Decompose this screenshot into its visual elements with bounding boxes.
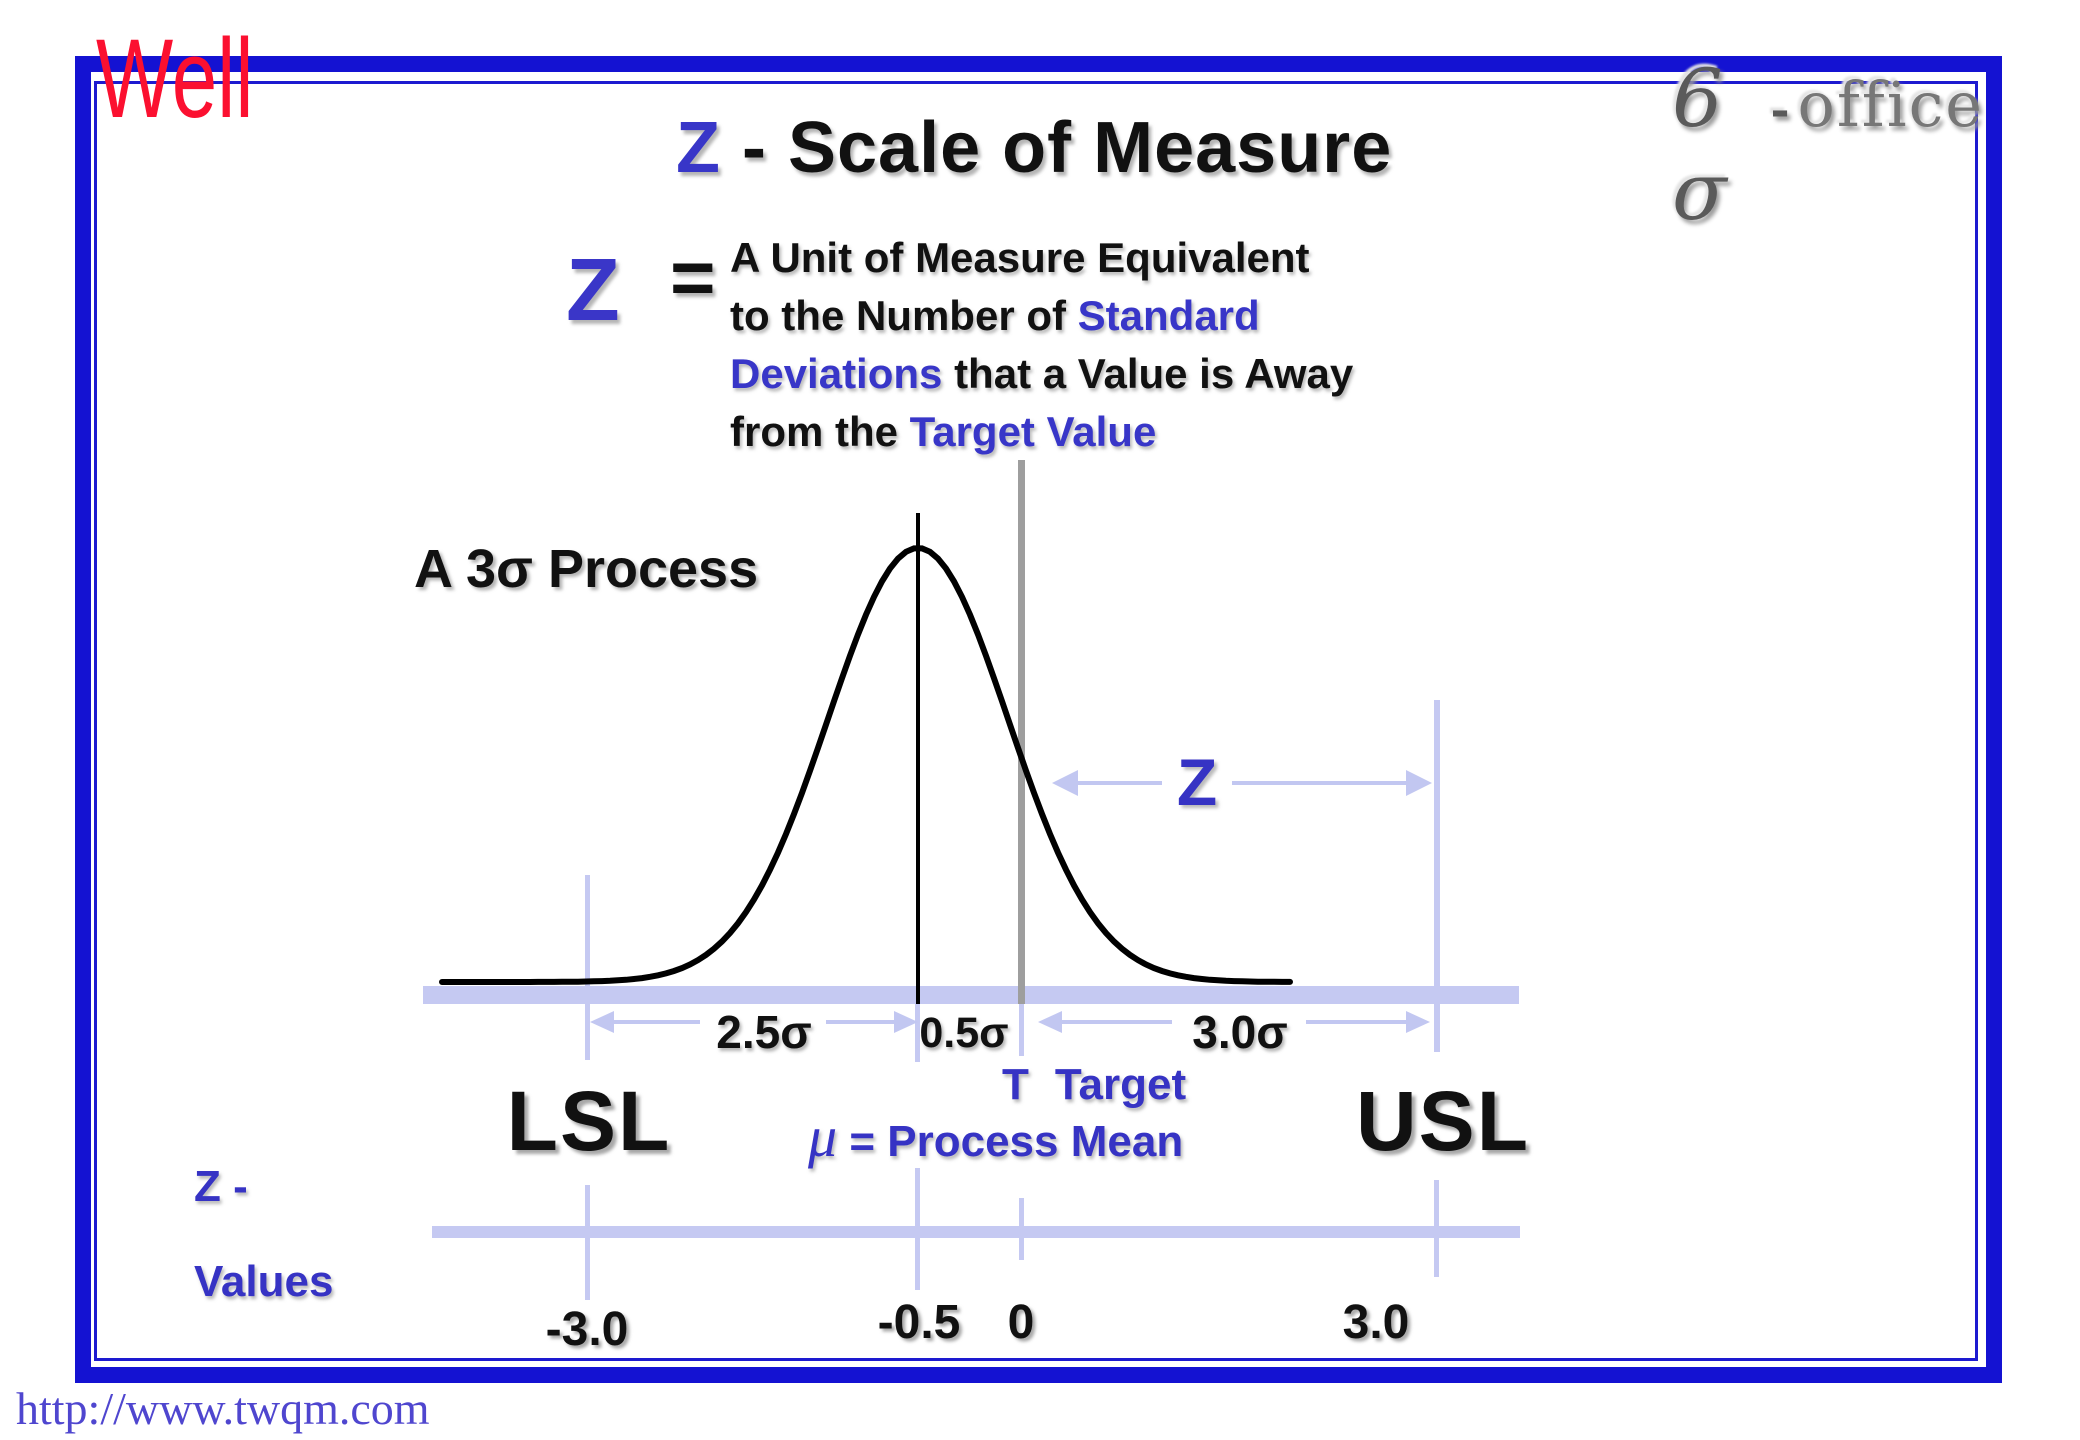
target-dimension-tick: [1019, 1004, 1024, 1056]
z-tick-neg05: [915, 1168, 920, 1290]
bell-curve: [439, 545, 1293, 985]
target-line: [1018, 460, 1025, 1004]
definition-standard: Standard: [1077, 292, 1260, 339]
dim-arrow-target-to-usl: [1038, 1011, 1430, 1033]
target-word: Target: [1054, 1060, 1187, 1109]
z-value-axis: [432, 1226, 1520, 1238]
title-z: Z: [676, 108, 721, 188]
definition-equals-sign: =: [670, 233, 716, 321]
usl-label: USL: [1356, 1074, 1530, 1168]
dim-arrow-lsl-to-mean: [590, 1011, 918, 1033]
definition-target-value: Target Value: [909, 408, 1157, 455]
z-values-caption-line1: Z -: [194, 1162, 248, 1211]
process-mean-label: μ = Process Mean: [808, 1108, 1183, 1166]
process-label: A 3σ Process: [414, 539, 759, 599]
corner-note: Well: [96, 16, 254, 141]
z-value-zero: 0: [1007, 1296, 1035, 1349]
z-tick-neg3: [585, 1185, 590, 1300]
definition-paragraph: A Unit of Measure Equivalent to the Numb…: [730, 229, 1530, 461]
mu-symbol: μ: [808, 1104, 838, 1169]
dim-label-lsl-to-mean: 2.5σ: [716, 1006, 812, 1058]
z-arrowhead-right-icon: [1406, 770, 1432, 796]
mu-text: = Process Mean: [837, 1117, 1184, 1166]
definition-line4a: from the: [730, 408, 910, 455]
z-arrow-label: Z: [1176, 745, 1218, 819]
definition-deviations: Deviations: [730, 350, 943, 397]
mean-dimension-tick: [915, 1004, 920, 1062]
z-tick-zero: [1019, 1198, 1024, 1260]
baseline: [423, 986, 1519, 1004]
lsl-tick: [585, 875, 590, 1060]
dim-arrowhead-right-icon: [894, 1011, 918, 1033]
dim-label-target-to-usl: 3.0σ: [1192, 1006, 1288, 1058]
dim-arrowhead-left-icon: [590, 1011, 614, 1033]
definition-line2a: to the Number of: [730, 292, 1078, 339]
logo-office: office: [1797, 68, 1984, 141]
z-value-neg3: -3.0: [545, 1303, 629, 1356]
logo-six-sigma: 6 σ: [1672, 52, 1733, 238]
footer-url-link[interactable]: http://www.twqm.com: [16, 1383, 430, 1434]
target-label: T Target: [1002, 1063, 1186, 1107]
z-tick-pos3: [1434, 1180, 1439, 1277]
lsl-label: LSL: [506, 1074, 672, 1168]
dim-label-mean-to-target: 0.5σ: [919, 1009, 1009, 1057]
title-rest: - Scale of Measure: [720, 108, 1393, 188]
slide-border-inner: [94, 81, 1978, 1361]
z-arrowhead-left-icon: [1052, 770, 1078, 796]
target-t: T: [1002, 1060, 1029, 1109]
definition-z-symbol: Z: [566, 240, 620, 339]
definition-line3b: that a Value is Away: [942, 350, 1354, 397]
usl-line: [1434, 700, 1440, 1052]
dim-arrowhead-left-icon: [1038, 1011, 1062, 1033]
z-double-arrow: [1052, 770, 1432, 796]
mean-line: [916, 513, 920, 1004]
definition-line1: A Unit of Measure Equivalent: [730, 234, 1310, 281]
z-value-pos3: 3.0: [1342, 1296, 1410, 1349]
z-value-neg05: -0.5: [877, 1296, 961, 1349]
z-values-caption-line2: Values: [194, 1257, 334, 1306]
six-sigma-office-logo: 6 σ - office: [1672, 52, 1984, 238]
logo-dash: -: [1770, 83, 1790, 137]
dim-arrowhead-right-icon: [1406, 1011, 1430, 1033]
page-title: Z - Scale of Measure: [676, 112, 1392, 184]
slide-border-outer: [75, 56, 2002, 1383]
